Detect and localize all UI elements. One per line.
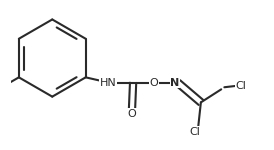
Text: O: O: [127, 109, 136, 119]
Text: O: O: [150, 78, 158, 88]
Text: N: N: [170, 78, 179, 88]
Text: HN: HN: [100, 78, 117, 88]
Text: Cl: Cl: [190, 127, 201, 137]
Text: Cl: Cl: [236, 81, 247, 91]
